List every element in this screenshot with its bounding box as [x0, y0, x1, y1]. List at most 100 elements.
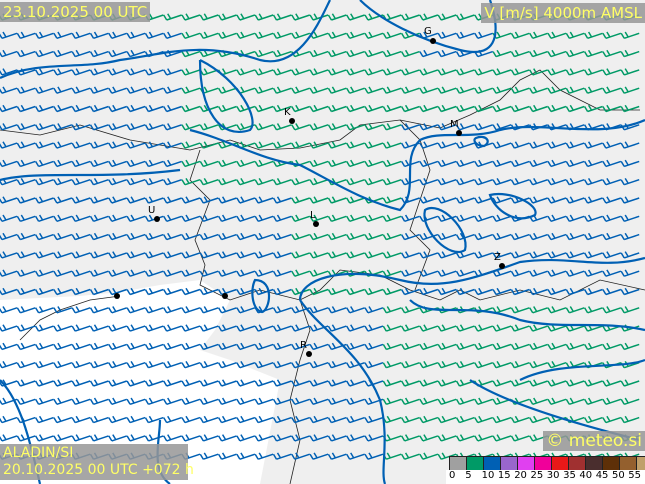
legend-tick-label: 50: [612, 470, 625, 481]
wind-barb: [419, 361, 439, 369]
wind-barb: [492, 196, 512, 204]
wind-barb: [419, 397, 439, 406]
wind-barb: [602, 104, 622, 113]
wind-barb: [0, 159, 18, 168]
city-dot-m: [456, 130, 462, 136]
wind-barb: [0, 415, 18, 424]
wind-barb: [254, 397, 274, 406]
wind-barb: [0, 68, 18, 76]
field-label: V [m/s] 4000m AMSL: [481, 3, 645, 23]
wind-barb: [163, 196, 182, 204]
wind-barb: [108, 361, 128, 369]
wind-barb: [565, 196, 585, 204]
wind-barb: [199, 361, 219, 369]
wind-barb: [108, 232, 128, 241]
wind-barb: [108, 123, 128, 131]
wind-barb: [400, 452, 420, 460]
wind-barb: [510, 287, 530, 296]
wind-barb: [272, 123, 292, 131]
wind-barb: [71, 178, 91, 186]
wind-barb: [16, 287, 36, 296]
wind-barb: [199, 31, 219, 40]
wind-barb: [254, 287, 274, 296]
wind-barb: [419, 342, 439, 351]
wind-barb: [529, 324, 548, 332]
wind-barb: [53, 397, 73, 406]
wind-barb: [199, 306, 219, 314]
wind-barb: [71, 49, 91, 58]
wind-barb: [327, 397, 347, 406]
wind-barb: [309, 68, 329, 76]
wind-barb: [254, 178, 274, 186]
wind-barb: [53, 159, 73, 168]
wind-barb: [309, 49, 329, 58]
city-label-r: R: [300, 340, 307, 351]
wind-barb: [126, 397, 146, 406]
wind-barb: [364, 287, 384, 296]
wind-barb: [291, 31, 311, 40]
wind-barb: [163, 232, 182, 241]
wind-barb: [419, 214, 439, 223]
wind-barb: [382, 159, 402, 168]
wind-barb: [144, 123, 164, 131]
wind-barb: [199, 434, 219, 442]
wind-barb: [181, 86, 201, 94]
wind-barb: [346, 232, 365, 241]
wind-barb: [547, 141, 567, 149]
wind-barb: [309, 324, 329, 332]
wind-barb: [163, 361, 182, 369]
wind-barb: [510, 232, 530, 241]
wind-barb: [53, 104, 73, 113]
wind-barb: [382, 214, 402, 223]
wind-barb: [236, 379, 256, 387]
wind-barb: [16, 49, 36, 58]
wind-barb: [254, 269, 274, 277]
wind-barb: [126, 361, 146, 369]
wind-barb: [181, 196, 201, 204]
wind-barb: [71, 159, 91, 168]
wind-barb: [492, 379, 512, 387]
wind-barb: [547, 214, 567, 223]
wind-barb: [620, 379, 640, 387]
wind-barb: [34, 306, 54, 314]
wind-barb: [346, 214, 365, 223]
wind-barb: [583, 379, 603, 387]
wind-barb: [272, 306, 292, 314]
wind-barb: [217, 415, 237, 424]
city-dot-k: [289, 118, 295, 124]
wind-barb: [492, 141, 512, 149]
wind-barb: [400, 196, 420, 204]
legend-swatch: [518, 457, 535, 470]
wind-barb: [327, 434, 347, 442]
wind-barb: [34, 104, 54, 113]
wind-barb: [529, 287, 548, 296]
wind-barb: [163, 306, 182, 314]
wind-barb: [272, 324, 292, 332]
wind-barb: [16, 141, 36, 149]
wind-barb: [382, 397, 402, 406]
wind-barb: [309, 379, 329, 387]
wind-barb: [217, 342, 237, 351]
wind-barb: [71, 397, 91, 406]
wind-barb: [346, 196, 365, 204]
wind-barb: [108, 251, 128, 259]
wind-barb: [547, 342, 567, 351]
legend-swatch: [603, 457, 620, 470]
wind-barb: [53, 306, 73, 314]
wind-barb: [272, 49, 292, 58]
wind-barb: [602, 31, 622, 40]
wind-barb: [236, 269, 256, 277]
wind-barb: [254, 232, 274, 241]
wind-barb: [163, 104, 182, 113]
wind-barb: [199, 159, 219, 168]
wind-barb: [181, 379, 201, 387]
wind-barb: [364, 86, 384, 94]
wind-barb: [455, 31, 475, 40]
wind-barb: [71, 434, 91, 442]
wind-barb: [474, 232, 494, 241]
wind-barb: [400, 251, 420, 259]
wind-barb: [346, 306, 365, 314]
wind-barb: [163, 287, 182, 296]
wind-barb: [181, 178, 201, 186]
wind-barb: [327, 306, 347, 314]
